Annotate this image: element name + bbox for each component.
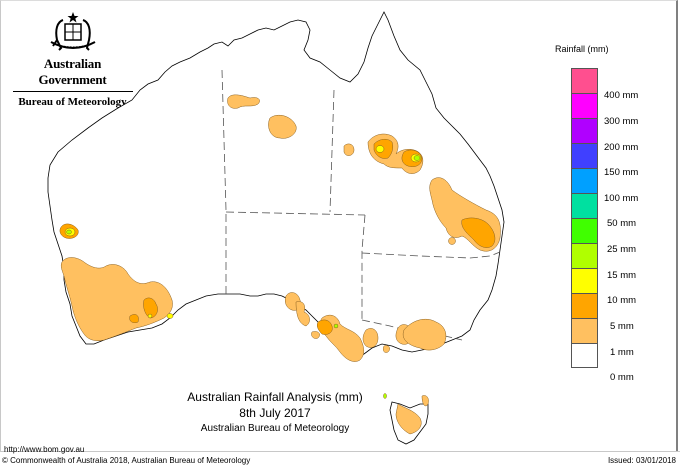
frame-divider [0,451,680,452]
legend-label: 1 mm [610,347,634,358]
legend-label: 400 mm [604,90,639,101]
legend-label: 15 mm [607,270,637,281]
state-borders [221,69,501,341]
bom-url-link[interactable]: http://www.bom.gov.au [4,445,85,454]
legend-label: 300 mm [604,116,639,127]
legend-swatch-150-200 [571,143,598,168]
border-nsw-vic [361,319,463,341]
agency-title: Bureau of Meteorology [18,96,127,108]
legend-title: Rainfall (mm) [555,44,609,54]
border-wa [221,69,227,295]
legend-swatch-1-5 [571,318,598,343]
legend-label: 100 mm [604,193,639,204]
mainland-coastline [47,11,505,359]
government-title: Australian Government [38,56,107,87]
map-date: 8th July 2017 [239,406,311,420]
legend-label: 150 mm [604,167,639,178]
australia-rainfall-map [47,11,505,445]
coat-of-arms-icon [50,12,95,51]
legend-swatch-300-400 [571,93,598,118]
legend-swatch-above-400 [571,68,598,93]
border-qld-nsw [361,251,501,259]
rainfall-15mm [66,155,421,399]
legend-label: 10 mm [607,295,637,306]
map-frame [0,0,678,451]
legend-swatch-100-150 [571,168,598,193]
legend-swatch-0-1 [571,343,598,368]
legend-label: 25 mm [607,244,637,255]
legend-label: 200 mm [604,142,639,153]
issued-date: Issued: 03/01/2018 [607,456,676,465]
map-title-block: Australian Rainfall Analysis (mm) 8th Ju… [130,389,420,435]
legend-swatch-10-15 [571,268,598,293]
map-source: Australian Bureau of Meteorology [200,423,350,434]
border-nt-qld [329,89,335,213]
legend-label: 50 mm [607,218,637,229]
border-nt-sa [225,211,366,216]
legend-swatch-200-300 [571,118,598,143]
legend-swatch-15-25 [571,243,598,268]
legend-swatch-25-50 [571,218,598,243]
legend-swatch-50-100 [571,193,598,218]
legend-color-scale [571,68,598,368]
map-title: Australian Rainfall Analysis (mm) [187,390,363,404]
bom-logo: Australian Government Bureau of Meteorol… [10,10,135,108]
logo-divider [12,91,133,92]
copyright-notice: © Commonwealth of Australia 2018, Austra… [2,456,251,465]
legend-swatch-5-10 [571,293,598,318]
legend-label: 5 mm [610,321,634,332]
legend-label: 0 mm [610,372,634,383]
